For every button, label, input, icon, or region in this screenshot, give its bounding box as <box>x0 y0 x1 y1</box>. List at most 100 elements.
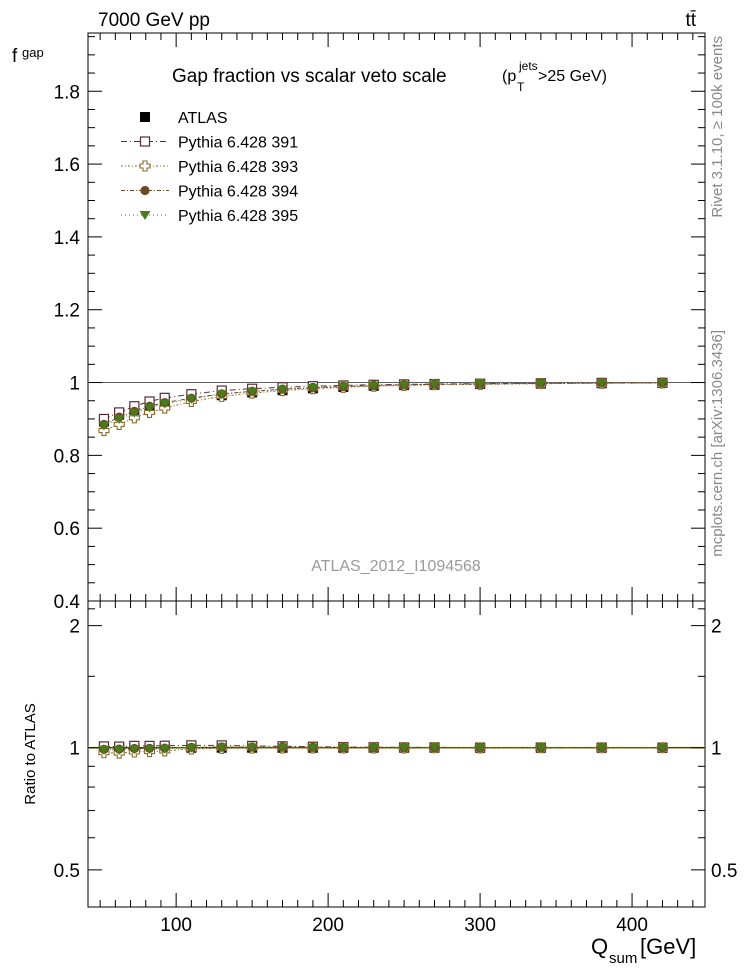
main-ytick-label: 0.8 <box>54 446 80 467</box>
xtick-label: 400 <box>616 915 648 936</box>
data-point <box>98 425 110 437</box>
data-point <box>98 421 110 431</box>
data-point <box>144 403 156 413</box>
legend-item: Pythia 6.428 393 <box>121 159 298 176</box>
ratio-point <box>596 743 608 753</box>
data-point <box>113 414 125 424</box>
main-ytick-label: 1.8 <box>54 82 80 103</box>
series-pythia-2 <box>98 377 668 437</box>
ratio-ytick-label-right: 0.5 <box>711 861 737 882</box>
xtick-label: 200 <box>312 915 344 936</box>
legend-marker <box>139 136 151 147</box>
ratio-point <box>474 743 486 753</box>
legend-label: Pythia 6.428 393 <box>178 159 298 176</box>
main-ytick-label: 1.2 <box>54 301 80 322</box>
ratio-ticks: 0.5 0.5 1 1 2 2 100 200 300 400 <box>54 601 737 936</box>
ratio-point <box>98 745 110 755</box>
ratio-point <box>246 743 258 753</box>
data-point <box>128 408 140 418</box>
ylabel-main-sub: gap <box>22 45 44 60</box>
ratio-point <box>337 743 349 753</box>
data-point <box>428 380 440 390</box>
legend-marker <box>139 211 151 220</box>
data-point <box>128 412 140 424</box>
legend-item: Pythia 6.428 394 <box>121 184 298 201</box>
legend-label: Pythia 6.428 395 <box>178 208 298 225</box>
legend-label: Pythia 6.428 394 <box>178 184 298 201</box>
ratio-y-axis-label: Ratio to ATLAS <box>22 703 39 804</box>
data-point <box>246 387 258 397</box>
legend-item: ATLAS <box>140 110 228 127</box>
ratio-point <box>159 744 171 754</box>
energy-label: 7000 GeV pp <box>98 10 210 31</box>
data-point <box>337 382 349 392</box>
ratio-point <box>216 743 228 753</box>
ratio-point <box>128 745 140 755</box>
main-ytick-label: 1 <box>69 374 80 395</box>
xlabel-sub: sum <box>609 950 637 967</box>
data-point <box>474 379 486 389</box>
data-point <box>307 384 319 393</box>
x-axis-label: Q sum [GeV] <box>591 934 696 967</box>
ratio-point <box>113 746 125 756</box>
main-series <box>98 377 668 437</box>
data-point <box>216 390 228 400</box>
legend-marker <box>140 112 150 122</box>
data-point <box>398 381 410 391</box>
ratio-point <box>535 743 547 753</box>
series-pythia-4 <box>98 378 668 431</box>
ratio-point <box>277 743 289 753</box>
data-point <box>277 385 289 395</box>
main-ticks: 0.4 0.6 0.8 1 1.2 1.4 1.6 1.8 <box>54 33 705 613</box>
ratio-point <box>656 743 668 753</box>
title-cut-prefix: (p <box>502 68 516 85</box>
xlabel: Q <box>591 934 608 959</box>
main-ytick-label: 0.4 <box>54 592 81 613</box>
ratio-series-pythia-4 <box>98 743 668 756</box>
ratio-series <box>98 740 668 759</box>
ratio-ytick-label-right: 2 <box>711 617 722 638</box>
xtick-label: 100 <box>160 915 192 936</box>
xtick-label: 300 <box>464 915 496 936</box>
data-point <box>113 418 125 430</box>
legend-label: Pythia 6.428 391 <box>178 135 298 152</box>
title-cut-sup: jets <box>518 59 538 73</box>
data-point <box>159 399 171 409</box>
ylabel-main: f <box>12 46 18 67</box>
legend-label: ATLAS <box>178 110 228 127</box>
legend-item: Pythia 6.428 391 <box>121 135 298 152</box>
ratio-ytick-label-right: 1 <box>711 739 722 760</box>
ratio-frame <box>87 600 706 908</box>
main-ytick-label: 1.4 <box>54 228 81 249</box>
data-point <box>656 378 668 388</box>
legend: ATLAS Pythia 6.428 391 Pythia 6.428 393 Pyt… <box>121 110 298 225</box>
chart-title: Gap fraction vs scalar veto scale <box>172 66 447 87</box>
data-point <box>535 379 547 389</box>
process-label: tt̄ <box>685 10 696 31</box>
analysis-id: ATLAS_2012_I1094568 <box>311 558 481 575</box>
main-ytick-label: 0.6 <box>54 519 80 540</box>
ratio-ytick-label-left: 1 <box>69 739 80 760</box>
main-ytick-label: 1.6 <box>54 155 80 176</box>
data-point <box>185 394 197 404</box>
data-point <box>596 379 608 389</box>
ratio-point <box>428 743 440 753</box>
title-cut-sub: T <box>517 80 525 94</box>
ratio-point <box>144 745 156 755</box>
legend-marker <box>140 185 150 196</box>
legend-item: Pythia 6.428 395 <box>121 208 298 225</box>
main-panel: 0.4 0.6 0.8 1 1.2 1.4 1.6 1.8 Gap fraction vs s… <box>12 32 706 613</box>
ratio-point <box>185 743 197 753</box>
title-cut: (p jets T >25 GeV) <box>502 59 607 94</box>
ratio-point <box>307 743 319 753</box>
data-point <box>368 381 380 391</box>
rivet-version-label: Rivet 3.1.10, ≥ 100k events <box>709 36 726 218</box>
title-cut-suffix: >25 GeV) <box>538 68 607 85</box>
ratio-ytick-label-left: 0.5 <box>54 861 80 882</box>
ratio-point <box>398 743 410 753</box>
ratio-point <box>368 743 380 753</box>
series-line <box>103 382 663 420</box>
xlabel-unit: [GeV] <box>640 934 696 959</box>
legend-marker <box>139 160 151 172</box>
